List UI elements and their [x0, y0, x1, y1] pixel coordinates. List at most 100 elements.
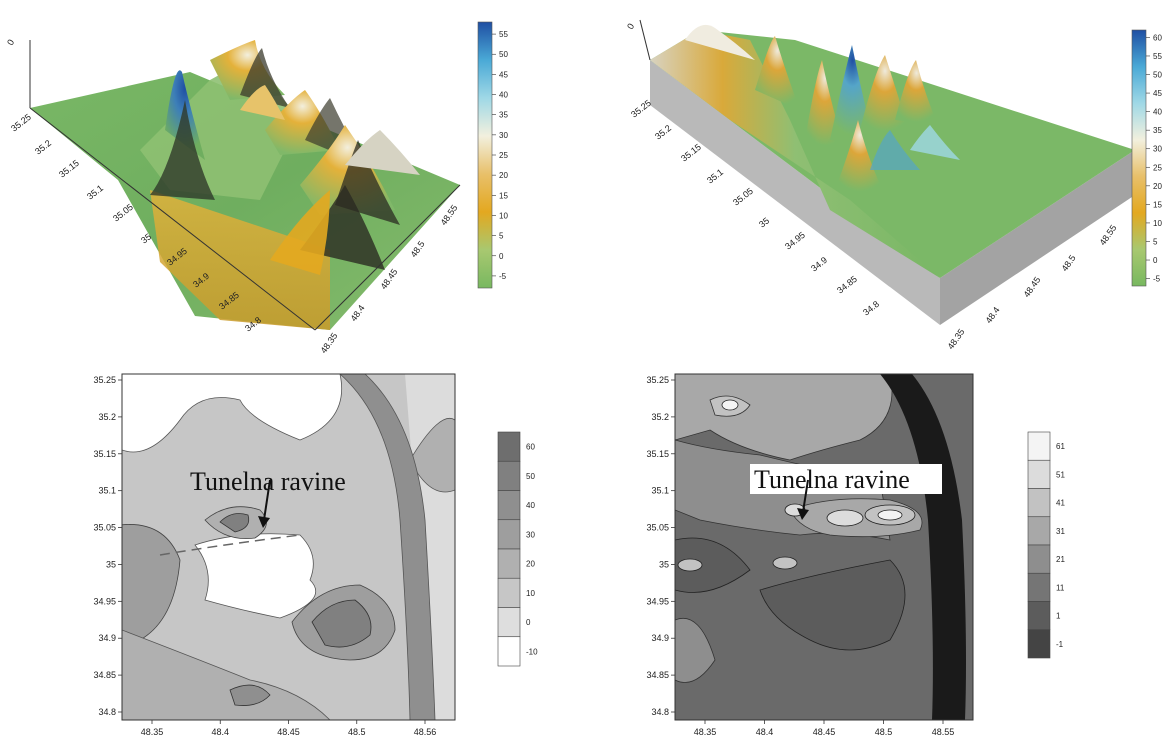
surface-peak	[240, 85, 285, 120]
surface-side-wall	[940, 150, 1135, 325]
colorbar-step	[1027, 431, 1051, 461]
y-tick-label: 35	[106, 559, 116, 569]
colorbar-tick-label: 35	[499, 111, 508, 120]
colorbar-tick-label: 55	[1153, 52, 1162, 61]
y-tick: 35.05	[731, 186, 755, 208]
contour-region	[229, 684, 271, 706]
surface-plot-right-svg: 0 35.25 35.2 35.15 35.1 35.05 35 34.9 5 3…	[625, 19, 1162, 351]
colorbar-tick-label: 51	[1056, 470, 1065, 479]
colorbar-step	[497, 548, 521, 579]
x-tick-label: 48.5	[348, 727, 366, 737]
colorbar-tick-label: 60	[526, 443, 535, 452]
colorbar-tick-label: 25	[1153, 163, 1162, 172]
surface-peak	[345, 130, 420, 175]
colorbar-tick-label: 5	[1153, 237, 1158, 246]
annotation-text: Tunelna ravine	[190, 467, 346, 496]
colorbar-tick-label: 10	[526, 589, 535, 598]
surface-slope	[150, 190, 330, 330]
y-tick-label: 35.05	[646, 523, 669, 533]
colorbar-tick-label: 35	[1153, 126, 1162, 135]
contour-plot-left-svg: Tunelna ravine 35.2535.235.1535.135.0535…	[93, 373, 538, 737]
y-tick-label: 35.25	[93, 375, 116, 385]
x-tick-label: 48.35	[694, 727, 717, 737]
colorbar-tick-label: 45	[499, 70, 508, 79]
arrow-head	[797, 508, 809, 520]
colorbar-tick-label: 20	[499, 171, 508, 180]
y-tick-label: 35.15	[646, 449, 669, 459]
y-tick-label: 34.9	[651, 633, 669, 643]
colorbar-tick-label: 31	[1056, 527, 1065, 536]
y-tick-label: 35.1	[651, 486, 669, 496]
surface-peak	[685, 24, 755, 60]
colorbar-tick-label: 50	[1153, 71, 1162, 80]
arrow-head	[258, 516, 270, 528]
x-axis-ticks: 48.35 48.4 48.45 48.5 48.56	[141, 720, 436, 737]
x-tick: 48.55	[1097, 223, 1118, 247]
colorbar-tick-label: 15	[1153, 200, 1162, 209]
surface-peak	[870, 130, 920, 170]
colorbar-step	[497, 636, 521, 667]
colorbar-tick-label: 30	[1153, 145, 1162, 154]
surface-peak	[240, 48, 290, 108]
colorbar-tick-label: -10	[526, 647, 538, 656]
colorbar-tick-label: 40	[499, 91, 508, 100]
y-tick: 35.1	[85, 183, 105, 202]
colorbar-tick-label: 10	[1153, 219, 1162, 228]
colorbar-step	[497, 490, 521, 521]
colorbar-step	[497, 577, 521, 608]
colorbar-step	[497, 607, 521, 638]
contour-region	[675, 374, 893, 461]
surface-slope	[650, 30, 940, 278]
y-axis-ticks: 35.25 35.2 35.15 35.1 35.05 35 34.95 34.9 34.85 3…	[93, 375, 122, 717]
colorbar-step	[1027, 459, 1051, 489]
arrow-line	[263, 479, 271, 521]
y-tick-label: 34.8	[651, 707, 669, 717]
contour-ring	[877, 509, 903, 521]
surface-plot-left: 0 35.25 35.2 35.15 35.1 35.05 35 34.95 3…	[0, 0, 590, 360]
colorbar-tick-label: 15	[499, 191, 508, 200]
colorbar-tick-label: 0	[526, 618, 531, 627]
y-tick-label: 35	[659, 559, 669, 569]
y-tick: 34.8	[861, 299, 881, 318]
contour-ring	[677, 558, 703, 572]
colorbar-step	[1027, 572, 1051, 602]
y-tick: 35	[757, 216, 771, 230]
colorbar-gradient	[477, 21, 493, 289]
colorbar-step	[1027, 601, 1051, 631]
colorbar-tick-label: 11	[1056, 583, 1065, 592]
y-tick-label: 34.9	[98, 633, 116, 643]
y-tick: 35.15	[679, 142, 703, 164]
colorbar-tick-label: 30	[499, 131, 508, 140]
y-tick: 35.1	[705, 167, 725, 186]
y-tick-label: 34.85	[93, 670, 116, 680]
contour-region	[122, 374, 342, 453]
colorbar-tick-label: 20	[1153, 182, 1162, 191]
colorbar-step	[1027, 516, 1051, 546]
y-tick: 34.85	[835, 274, 859, 296]
colorbar-tick-label: 5	[499, 232, 504, 241]
surface-peak	[270, 190, 330, 275]
y-axis-line	[29, 107, 316, 331]
colorbar-tick-label: 50	[526, 472, 535, 481]
surface-peak	[150, 100, 215, 200]
colorbar-tick-label: 0	[1153, 256, 1158, 265]
annotation-text: Tunelna ravine	[754, 465, 910, 494]
y-tick-label: 35.15	[93, 449, 116, 459]
y-tick-label: 34.8	[98, 707, 116, 717]
x-tick-label: 48.35	[141, 727, 164, 737]
y-tick: 35.2	[653, 123, 673, 142]
y-tick: 35.25	[629, 98, 653, 120]
y-tick: 34.9	[809, 255, 829, 274]
colorbar-tick-label: 60	[1153, 33, 1162, 42]
contour-region	[219, 513, 250, 533]
x-tick: 48.4	[983, 305, 1001, 325]
colorbar-gradient	[1131, 29, 1147, 287]
colorbar-tick-label: 30	[526, 530, 535, 539]
x-tick: 48.45	[1021, 275, 1042, 299]
colorbar-tick-label: 10	[499, 211, 508, 220]
colorbar-tick-label: -5	[1153, 275, 1161, 284]
contour-ring	[721, 399, 739, 411]
colorbar-tick-label: 50	[499, 50, 508, 59]
x-tick-label: 48.45	[813, 727, 836, 737]
